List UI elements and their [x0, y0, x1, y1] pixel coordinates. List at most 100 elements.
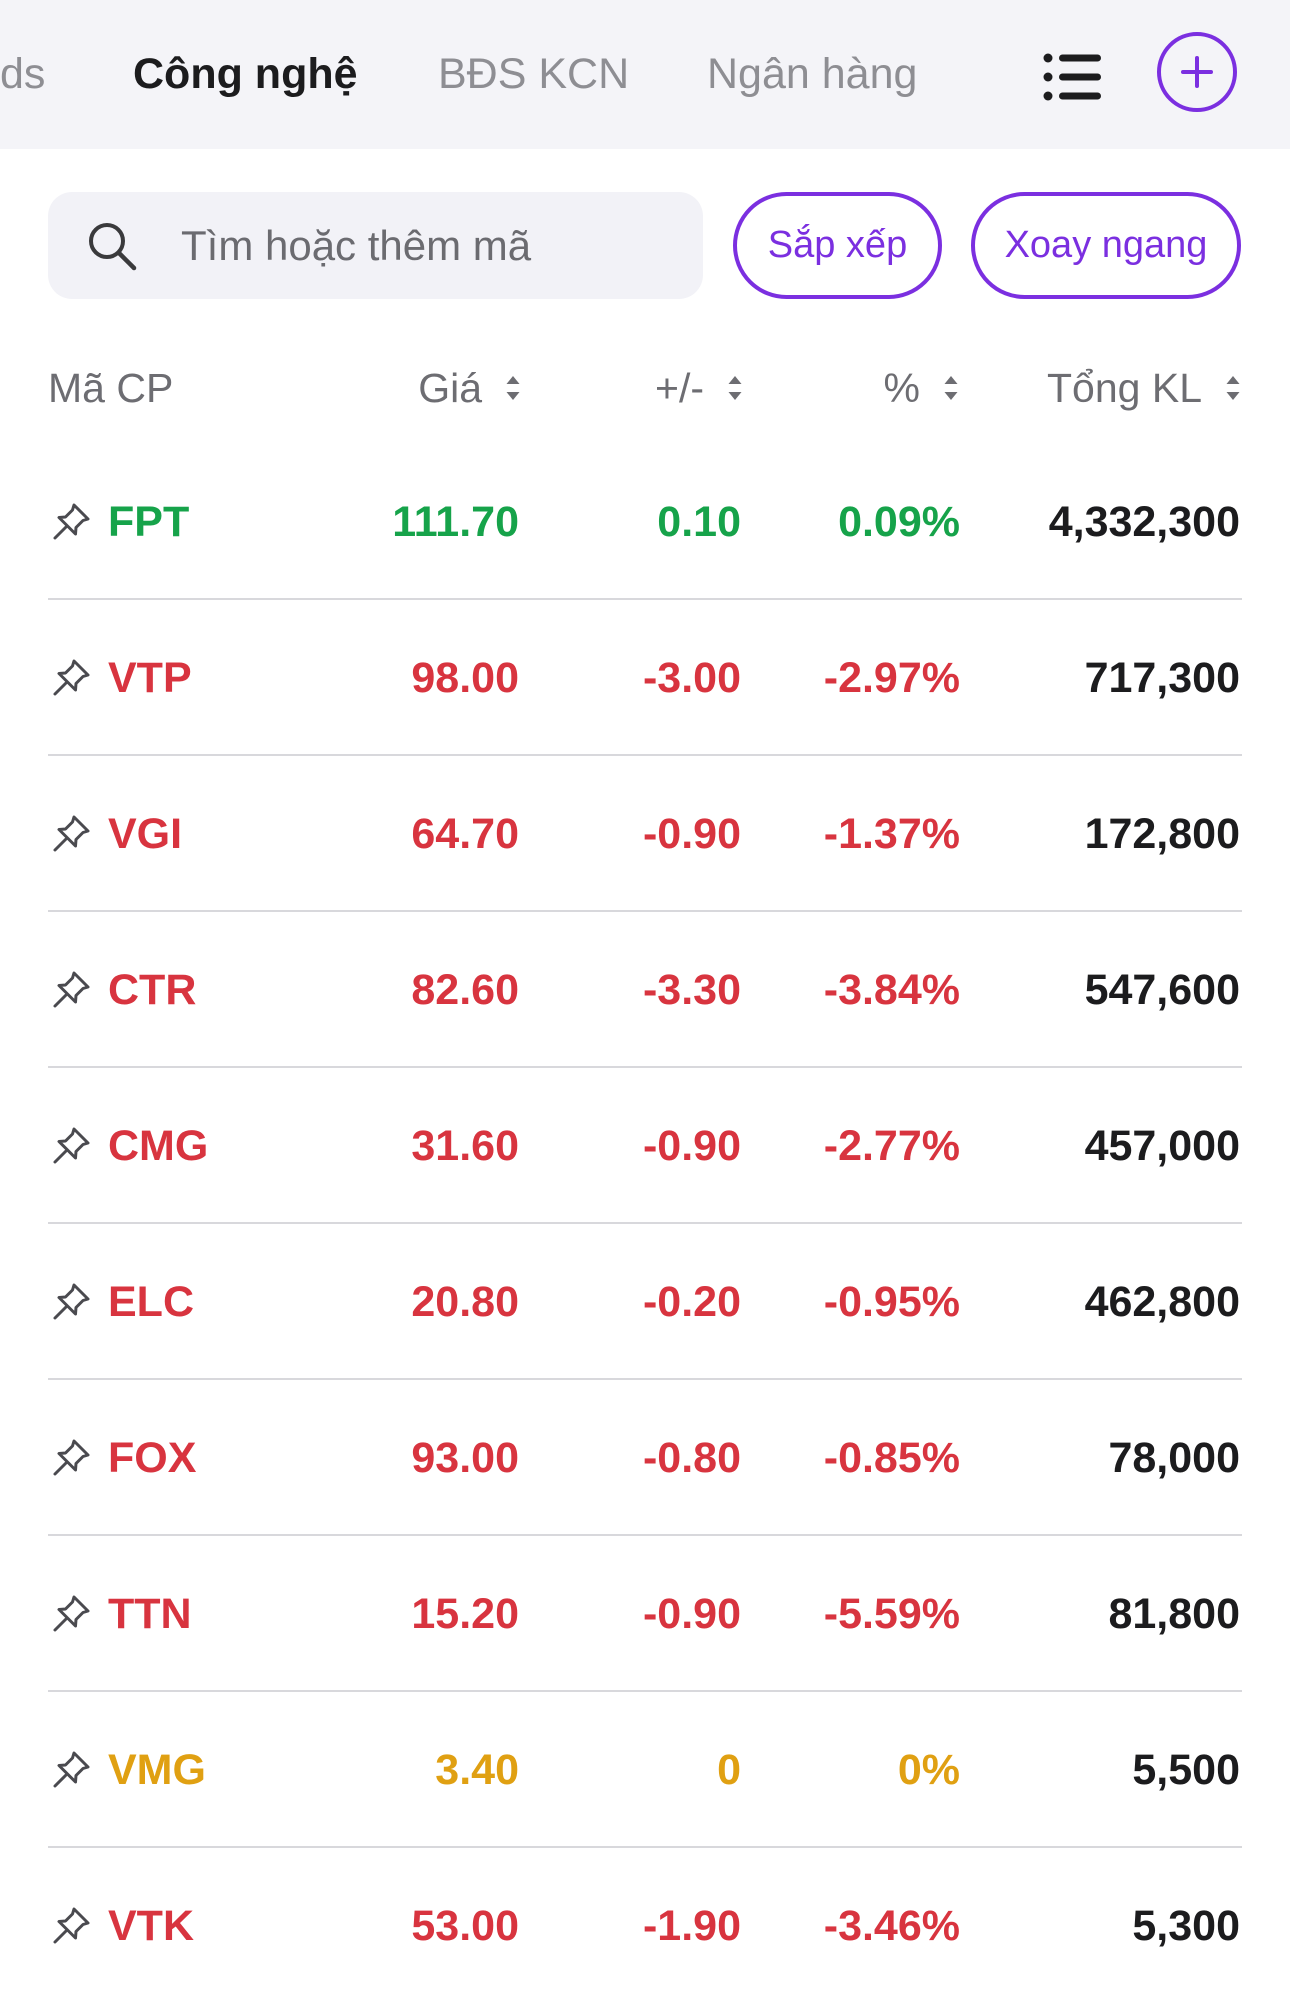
search-box[interactable] [48, 192, 703, 299]
pin-icon[interactable] [50, 1125, 92, 1167]
search-icon [89, 223, 137, 271]
tab-bds-kcn[interactable]: BĐS KCN [438, 50, 630, 98]
stock-percent: -3.46% [823, 1902, 960, 1950]
plus-icon [1181, 56, 1213, 88]
watchlist-menu-button[interactable] [1036, 42, 1108, 112]
stock-volume: 717,300 [1084, 654, 1240, 702]
tab-ngan-hang[interactable]: Ngân hàng [707, 50, 918, 98]
stock-symbol: VTK [108, 1902, 194, 1950]
column-header-percent[interactable]: % [884, 360, 960, 416]
stock-volume: 81,800 [1108, 1590, 1240, 1638]
pin-icon[interactable] [50, 969, 92, 1011]
column-header-volume-label: Tổng KL [1047, 365, 1202, 411]
stock-volume: 547,600 [1084, 966, 1240, 1014]
stock-price: 64.70 [411, 810, 519, 858]
stock-list: FPT 111.70 0.10 0.09% 4,332,300 VTP 98.00 -3.00… [0, 444, 1290, 2004]
stock-row[interactable]: VMG 3.40 0 0% 5,500 [0, 1692, 1290, 1848]
watchlist-tab-bar: ds Công nghệ BĐS KCN Ngân hàng [0, 0, 1290, 149]
column-header-symbol-label: Mã CP [48, 365, 174, 411]
sort-arrows-icon [944, 376, 958, 400]
sort-arrows-icon [728, 376, 742, 400]
stock-percent: -2.77% [823, 1122, 960, 1170]
stock-price: 15.20 [411, 1590, 519, 1638]
pin-icon[interactable] [50, 813, 92, 855]
stock-price: 82.60 [411, 966, 519, 1014]
column-header-change-label: +/- [655, 365, 704, 411]
stock-change: -1.90 [642, 1902, 741, 1950]
row-divider [48, 598, 1242, 600]
row-divider [48, 1846, 1242, 1848]
stock-percent: 0% [897, 1746, 960, 1794]
stock-row[interactable]: FOX 93.00 -0.80 -0.85% 78,000 [0, 1380, 1290, 1536]
stock-change: -0.80 [642, 1434, 741, 1482]
pin-icon[interactable] [50, 1749, 92, 1791]
row-divider [48, 1690, 1242, 1692]
stock-price: 111.70 [392, 498, 519, 546]
stock-row[interactable]: VGI 64.70 -0.90 -1.37% 172,800 [0, 756, 1290, 912]
stock-symbol: ELC [108, 1278, 194, 1326]
stock-price: 31.60 [411, 1122, 519, 1170]
stock-symbol: VMG [108, 1746, 206, 1794]
tab-cong-nghe[interactable]: Công nghệ [133, 50, 358, 98]
stock-price: 20.80 [411, 1278, 519, 1326]
search-input[interactable] [181, 192, 681, 299]
stock-volume: 462,800 [1084, 1278, 1240, 1326]
row-divider [48, 1222, 1242, 1224]
stock-change: -0.20 [642, 1278, 741, 1326]
column-header-percent-label: % [883, 365, 920, 411]
stock-price: 3.40 [435, 1746, 519, 1794]
stock-symbol: FPT [108, 498, 190, 546]
stock-price: 53.00 [411, 1902, 519, 1950]
stock-volume: 457,000 [1084, 1122, 1240, 1170]
stock-volume: 4,332,300 [1048, 498, 1240, 546]
stock-price: 98.00 [411, 654, 519, 702]
stock-row[interactable]: CMG 31.60 -0.90 -2.77% 457,000 [0, 1068, 1290, 1224]
sort-button[interactable]: Sắp xếp [733, 192, 942, 299]
pin-icon[interactable] [50, 1281, 92, 1323]
column-header-symbol: Mã CP [48, 360, 173, 416]
stock-percent: 0.09% [838, 498, 960, 546]
add-watchlist-button[interactable] [1157, 32, 1237, 112]
rotate-landscape-button[interactable]: Xoay ngang [971, 192, 1241, 299]
row-divider [48, 1534, 1242, 1536]
stock-row[interactable]: ELC 20.80 -0.20 -0.95% 462,800 [0, 1224, 1290, 1380]
row-divider [48, 1378, 1242, 1380]
stock-volume: 5,500 [1132, 1746, 1240, 1794]
row-divider [48, 1066, 1242, 1068]
stock-symbol: CMG [108, 1122, 209, 1170]
stock-change: 0 [717, 1746, 741, 1794]
stock-percent: -1.37% [823, 810, 960, 858]
stock-change: -0.90 [642, 810, 741, 858]
column-header-change[interactable]: +/- [655, 360, 744, 416]
stock-row[interactable]: VTK 53.00 -1.90 -3.46% 5,300 [0, 1848, 1290, 2004]
sort-arrows-icon [1226, 376, 1240, 400]
stock-symbol: VTP [108, 654, 192, 702]
stock-price: 93.00 [411, 1434, 519, 1482]
stock-change: -3.00 [642, 654, 741, 702]
pin-icon[interactable] [50, 1905, 92, 1947]
stock-row[interactable]: CTR 82.60 -3.30 -3.84% 547,600 [0, 912, 1290, 1068]
sort-arrows-icon [506, 376, 520, 400]
stock-row[interactable]: VTP 98.00 -3.00 -2.97% 717,300 [0, 600, 1290, 756]
stock-row[interactable]: TTN 15.20 -0.90 -5.59% 81,800 [0, 1536, 1290, 1692]
stock-volume: 172,800 [1084, 810, 1240, 858]
stock-row[interactable]: FPT 111.70 0.10 0.09% 4,332,300 [0, 444, 1290, 600]
column-header-volume[interactable]: Tổng KL [1047, 360, 1242, 416]
stock-percent: -0.95% [823, 1278, 960, 1326]
tab-partial[interactable]: ds [0, 50, 46, 98]
list-icon [1043, 53, 1101, 101]
stock-change: -0.90 [642, 1590, 741, 1638]
stock-symbol: CTR [108, 966, 197, 1014]
stock-percent: -2.97% [823, 654, 960, 702]
pin-icon[interactable] [50, 1437, 92, 1479]
stock-symbol: TTN [108, 1590, 192, 1638]
stock-volume: 5,300 [1132, 1902, 1240, 1950]
column-header-price[interactable]: Giá [418, 360, 522, 416]
pin-icon[interactable] [50, 501, 92, 543]
pin-icon[interactable] [50, 1593, 92, 1635]
stock-change: 0.10 [657, 498, 741, 546]
row-divider [48, 754, 1242, 756]
stock-percent: -5.59% [823, 1590, 960, 1638]
pin-icon[interactable] [50, 657, 92, 699]
stock-symbol: VGI [108, 810, 183, 858]
